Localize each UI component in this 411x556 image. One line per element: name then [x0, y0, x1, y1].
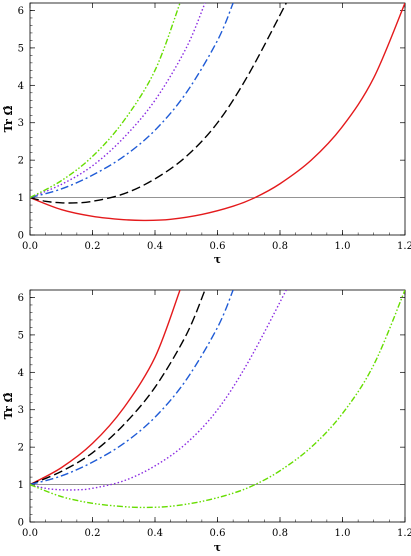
- x-tick-label: 0.6: [210, 528, 226, 539]
- y-axis-label: Tr Ω̂: [2, 392, 15, 419]
- y-tick-label: 0: [18, 231, 24, 242]
- x-tick-label: 1.0: [335, 528, 351, 539]
- x-tick-label: 0.2: [85, 528, 101, 539]
- y-tick-label: 3: [18, 118, 24, 129]
- x-tick-label: 0.4: [147, 528, 163, 539]
- series-line-1: [30, 290, 181, 486]
- y-tick-label: 6: [18, 6, 24, 17]
- y-tick-label: 2: [18, 443, 24, 454]
- y-tick-label: 1: [18, 480, 24, 491]
- y-tick-label: 6: [18, 293, 24, 304]
- x-axis-label: τ: [214, 253, 221, 266]
- series-line-2: [30, 290, 206, 486]
- series-line-2: [30, 3, 287, 204]
- y-tick-label: 4: [18, 81, 24, 92]
- x-tick-label: 1.2: [397, 241, 411, 252]
- x-tick-label: 1.2: [397, 528, 411, 539]
- y-axis-label: Tr Ω̂: [2, 105, 15, 132]
- series-line-5: [30, 290, 405, 509]
- x-tick-label: 0.2: [85, 241, 101, 252]
- x-tick-label: 0.0: [22, 241, 38, 252]
- series-line-5: [30, 3, 181, 199]
- series-line-3: [30, 3, 234, 199]
- x-tick-label: 0.8: [272, 528, 288, 539]
- y-tick-label: 1: [18, 193, 24, 204]
- series-line-4: [30, 290, 287, 491]
- series-line-3: [30, 290, 234, 486]
- x-tick-label: 0.6: [210, 241, 226, 252]
- x-tick-label: 0.0: [22, 528, 38, 539]
- y-tick-label: 3: [18, 405, 24, 416]
- x-tick-label: 0.4: [147, 241, 163, 252]
- y-tick-label: 4: [18, 368, 24, 379]
- series-line-4: [30, 3, 206, 199]
- x-axis-label: τ: [214, 541, 221, 554]
- series-line-1: [30, 3, 405, 222]
- y-tick-label: 0: [18, 518, 24, 529]
- y-tick-label: 5: [18, 43, 24, 54]
- plot-frame: [29, 289, 406, 523]
- y-tick-label: 2: [18, 156, 24, 167]
- chart-panel-2: 0.0 0.2 0.4 0.6 0.8 1.0 1.2 0 1 2 3 4 5 6 τ Tr Ω̂: [2, 289, 411, 554]
- chart-panel-1: 0.0 0.2 0.4 0.6 0.8 1.0 1.2 0 1 2 3 4 5 6 τ Tr Ω̂: [2, 2, 411, 266]
- x-tick-label: 1.0: [335, 241, 351, 252]
- x-tick-label: 0.8: [272, 241, 288, 252]
- y-tick-label: 5: [18, 330, 24, 341]
